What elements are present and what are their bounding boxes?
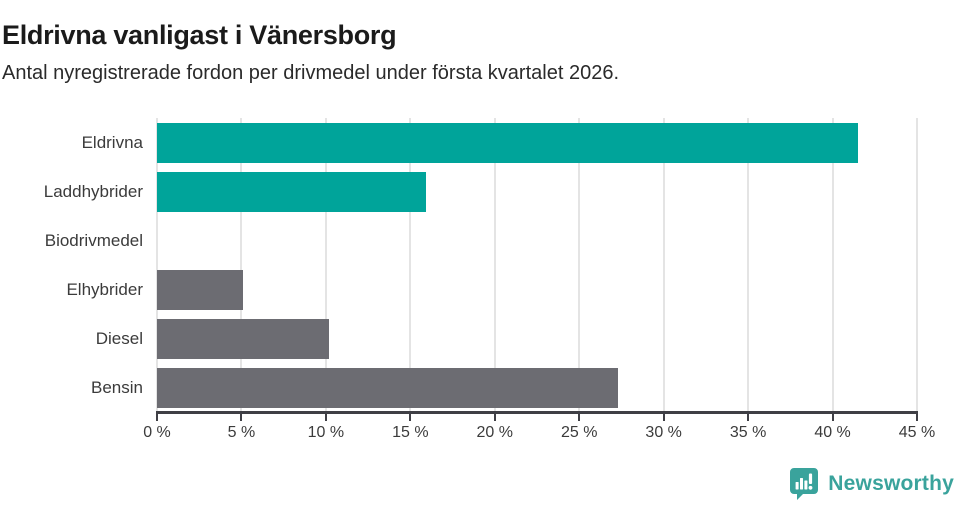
bar xyxy=(157,270,244,311)
gridline xyxy=(409,118,412,413)
x-tick-label: 30 % xyxy=(645,424,682,441)
bar xyxy=(157,122,858,163)
category-label: Diesel xyxy=(95,329,143,349)
axis-tick xyxy=(831,411,834,421)
axis-tick xyxy=(662,411,665,421)
x-tick-label: 0 % xyxy=(143,424,171,441)
axis-tick xyxy=(747,411,750,421)
x-tick-label: 15 % xyxy=(392,424,429,441)
axis-tick xyxy=(493,411,496,421)
x-tick-label: 40 % xyxy=(814,424,851,441)
gridline xyxy=(662,118,665,413)
gridline xyxy=(578,118,581,413)
x-tick-label: 25 % xyxy=(560,424,598,441)
chart-title: Eldrivna vanligast i Vänersborg xyxy=(2,20,397,51)
x-axis-line xyxy=(156,411,918,414)
chart-subtitle: Antal nyregistrerade fordon per drivmede… xyxy=(2,62,620,84)
axis-tick xyxy=(156,411,158,421)
axis-tick xyxy=(578,411,581,421)
x-tick-label: 45 % xyxy=(898,424,936,441)
gridline xyxy=(916,118,918,413)
bar xyxy=(157,319,330,360)
category-label: Eldrivna xyxy=(81,132,143,152)
newsworthy-logo-icon xyxy=(789,467,819,501)
x-tick-label: 10 % xyxy=(307,424,345,441)
category-label: Elhybrider xyxy=(66,280,143,300)
gridline xyxy=(324,118,327,413)
newsworthy-logo: Newsworthy xyxy=(789,467,954,501)
x-tick-label: 5 % xyxy=(227,424,256,441)
axis-tick xyxy=(240,411,243,421)
axis-tick xyxy=(324,411,327,421)
bar xyxy=(157,368,619,409)
bar xyxy=(157,171,426,212)
newsworthy-logo-text: Newsworthy xyxy=(828,472,954,495)
x-tick-label: 35 % xyxy=(729,424,767,441)
axis-tick xyxy=(916,411,918,421)
axis-tick xyxy=(409,411,412,421)
category-label: Bensin xyxy=(91,378,143,398)
gridline xyxy=(493,118,496,413)
x-tick-label: 20 % xyxy=(476,424,513,441)
category-label: Laddhybrider xyxy=(43,181,143,201)
category-label: Biodrivmedel xyxy=(44,230,143,250)
gridline xyxy=(240,118,243,413)
gridline xyxy=(831,118,834,413)
gridline xyxy=(156,118,158,413)
gridline xyxy=(747,118,750,413)
